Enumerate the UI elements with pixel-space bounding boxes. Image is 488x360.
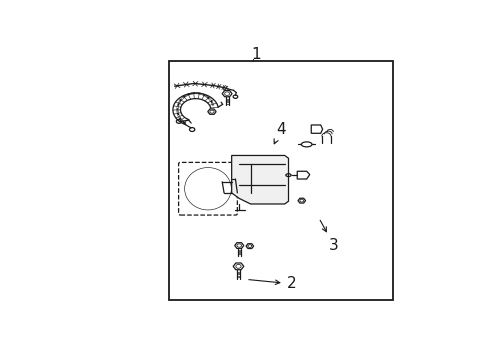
Text: 1: 1 xyxy=(251,48,261,62)
Text: 4: 4 xyxy=(273,122,285,144)
Text: 2: 2 xyxy=(248,276,296,291)
Text: 3: 3 xyxy=(320,220,338,253)
Polygon shape xyxy=(231,156,288,204)
Polygon shape xyxy=(311,125,322,133)
Bar xyxy=(169,61,392,300)
FancyBboxPatch shape xyxy=(178,162,237,215)
Polygon shape xyxy=(297,171,309,179)
